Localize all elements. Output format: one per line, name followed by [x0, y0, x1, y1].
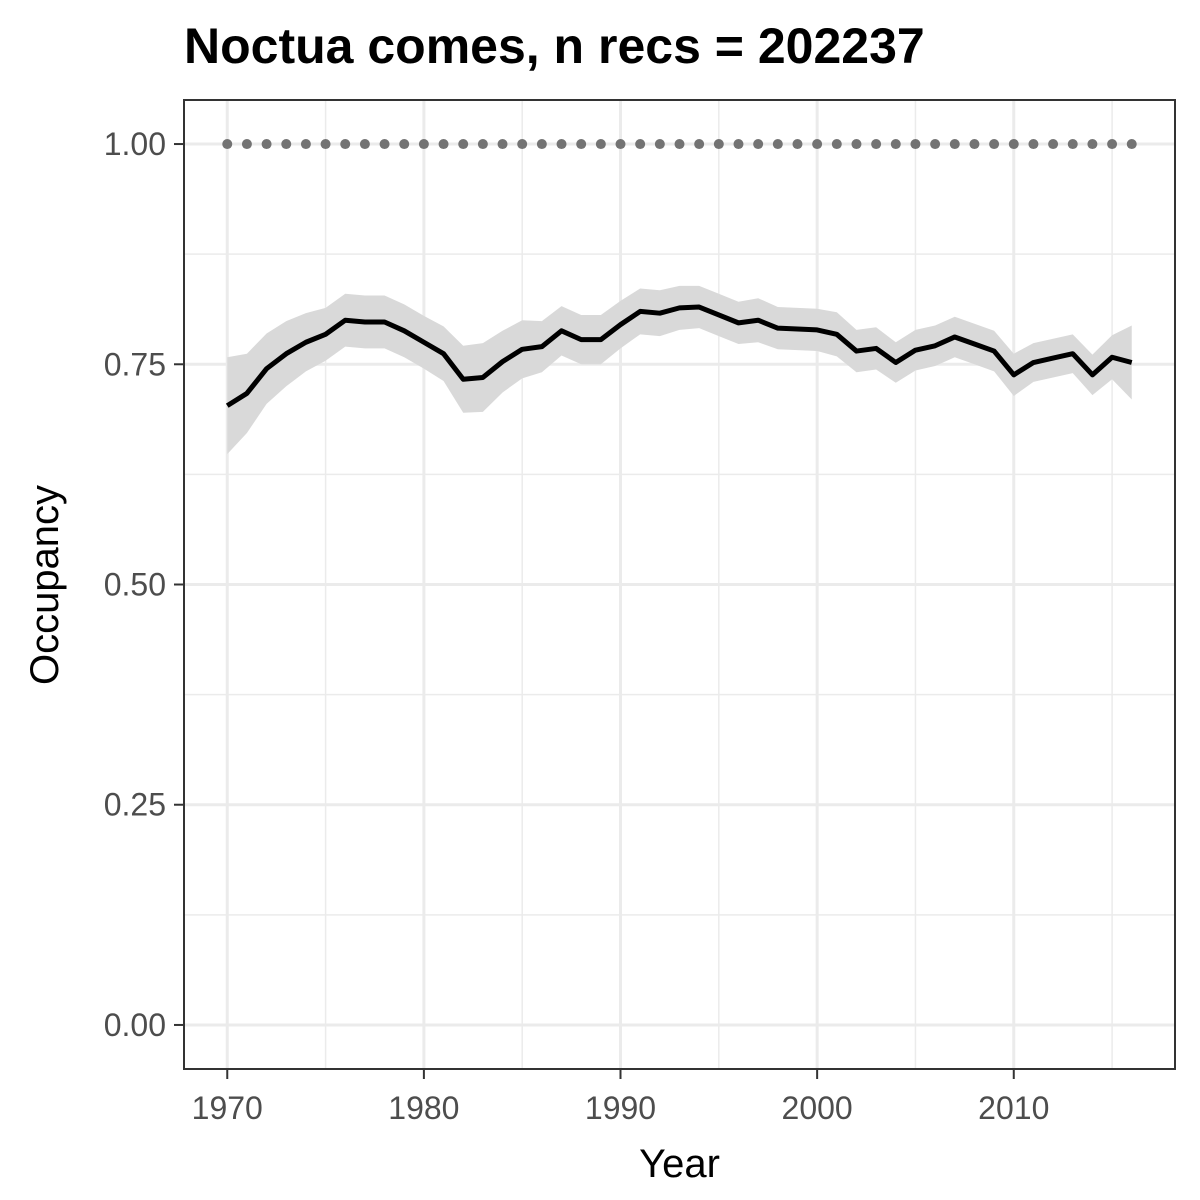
- reference-point: [241, 139, 252, 150]
- reference-point: [536, 139, 547, 150]
- reference-point: [222, 139, 233, 150]
- reference-point: [871, 139, 882, 150]
- reference-point: [1028, 139, 1039, 150]
- reference-point: [1048, 139, 1059, 150]
- reference-point: [399, 139, 410, 150]
- reference-point: [949, 139, 960, 150]
- reference-point: [1087, 139, 1098, 150]
- reference-point: [556, 139, 567, 150]
- reference-point: [379, 139, 390, 150]
- reference-point: [969, 139, 980, 150]
- reference-point: [910, 139, 921, 150]
- x-tick-label: 1990: [585, 1090, 656, 1126]
- reference-point: [753, 139, 764, 150]
- occupancy-mean-line: [225, 304, 1133, 408]
- y-tick-label: 0.75: [104, 346, 166, 382]
- reference-point: [733, 139, 744, 150]
- reference-point: [1126, 139, 1137, 150]
- confidence-ribbon: [227, 285, 1132, 455]
- reference-point: [831, 139, 842, 150]
- reference-point: [300, 139, 311, 150]
- x-tick-label: 1970: [192, 1090, 263, 1126]
- reference-point: [654, 139, 665, 150]
- reference-points-layer: [222, 139, 1137, 150]
- reference-point: [261, 139, 272, 150]
- reference-point: [851, 139, 862, 150]
- confidence-ribbon-layer: [227, 285, 1132, 455]
- reference-point: [517, 139, 528, 150]
- reference-point: [320, 139, 331, 150]
- reference-point: [1008, 139, 1019, 150]
- y-axis-title: Occupancy: [23, 485, 67, 685]
- reference-point: [477, 139, 488, 150]
- x-tick-label: 2000: [782, 1090, 853, 1126]
- reference-point: [674, 139, 685, 150]
- reference-point: [340, 139, 351, 150]
- reference-point: [792, 139, 803, 150]
- reference-point: [930, 139, 941, 150]
- y-tick-label: 0.50: [104, 567, 166, 603]
- reference-point: [812, 139, 823, 150]
- reference-point: [359, 139, 370, 150]
- reference-point: [635, 139, 646, 150]
- reference-point: [772, 139, 783, 150]
- x-tick-label: 2010: [978, 1090, 1049, 1126]
- y-axis: 0.00 0.25 0.50 0.75 1.00: [104, 126, 184, 1043]
- reference-point: [438, 139, 449, 150]
- mean-line-layer: [225, 304, 1133, 408]
- reference-point: [615, 139, 626, 150]
- reference-point: [418, 139, 429, 150]
- reference-point: [1107, 139, 1118, 150]
- reference-point: [713, 139, 724, 150]
- x-tick-label: 1980: [388, 1090, 459, 1126]
- reference-point: [1067, 139, 1078, 150]
- reference-point: [281, 139, 292, 150]
- reference-point: [458, 139, 469, 150]
- reference-point: [576, 139, 587, 150]
- y-tick-label: 1.00: [104, 126, 166, 162]
- y-tick-label: 0.00: [104, 1007, 166, 1043]
- reference-point: [890, 139, 901, 150]
- reference-point: [595, 139, 606, 150]
- x-axis: 1970 1980 1990 2000 2010: [192, 1069, 1049, 1126]
- chart-title: Noctua comes, n recs = 202237: [184, 18, 925, 74]
- reference-point: [694, 139, 705, 150]
- y-tick-label: 0.25: [104, 787, 166, 823]
- reference-point: [989, 139, 1000, 150]
- x-axis-title: Year: [639, 1142, 720, 1186]
- reference-point: [497, 139, 508, 150]
